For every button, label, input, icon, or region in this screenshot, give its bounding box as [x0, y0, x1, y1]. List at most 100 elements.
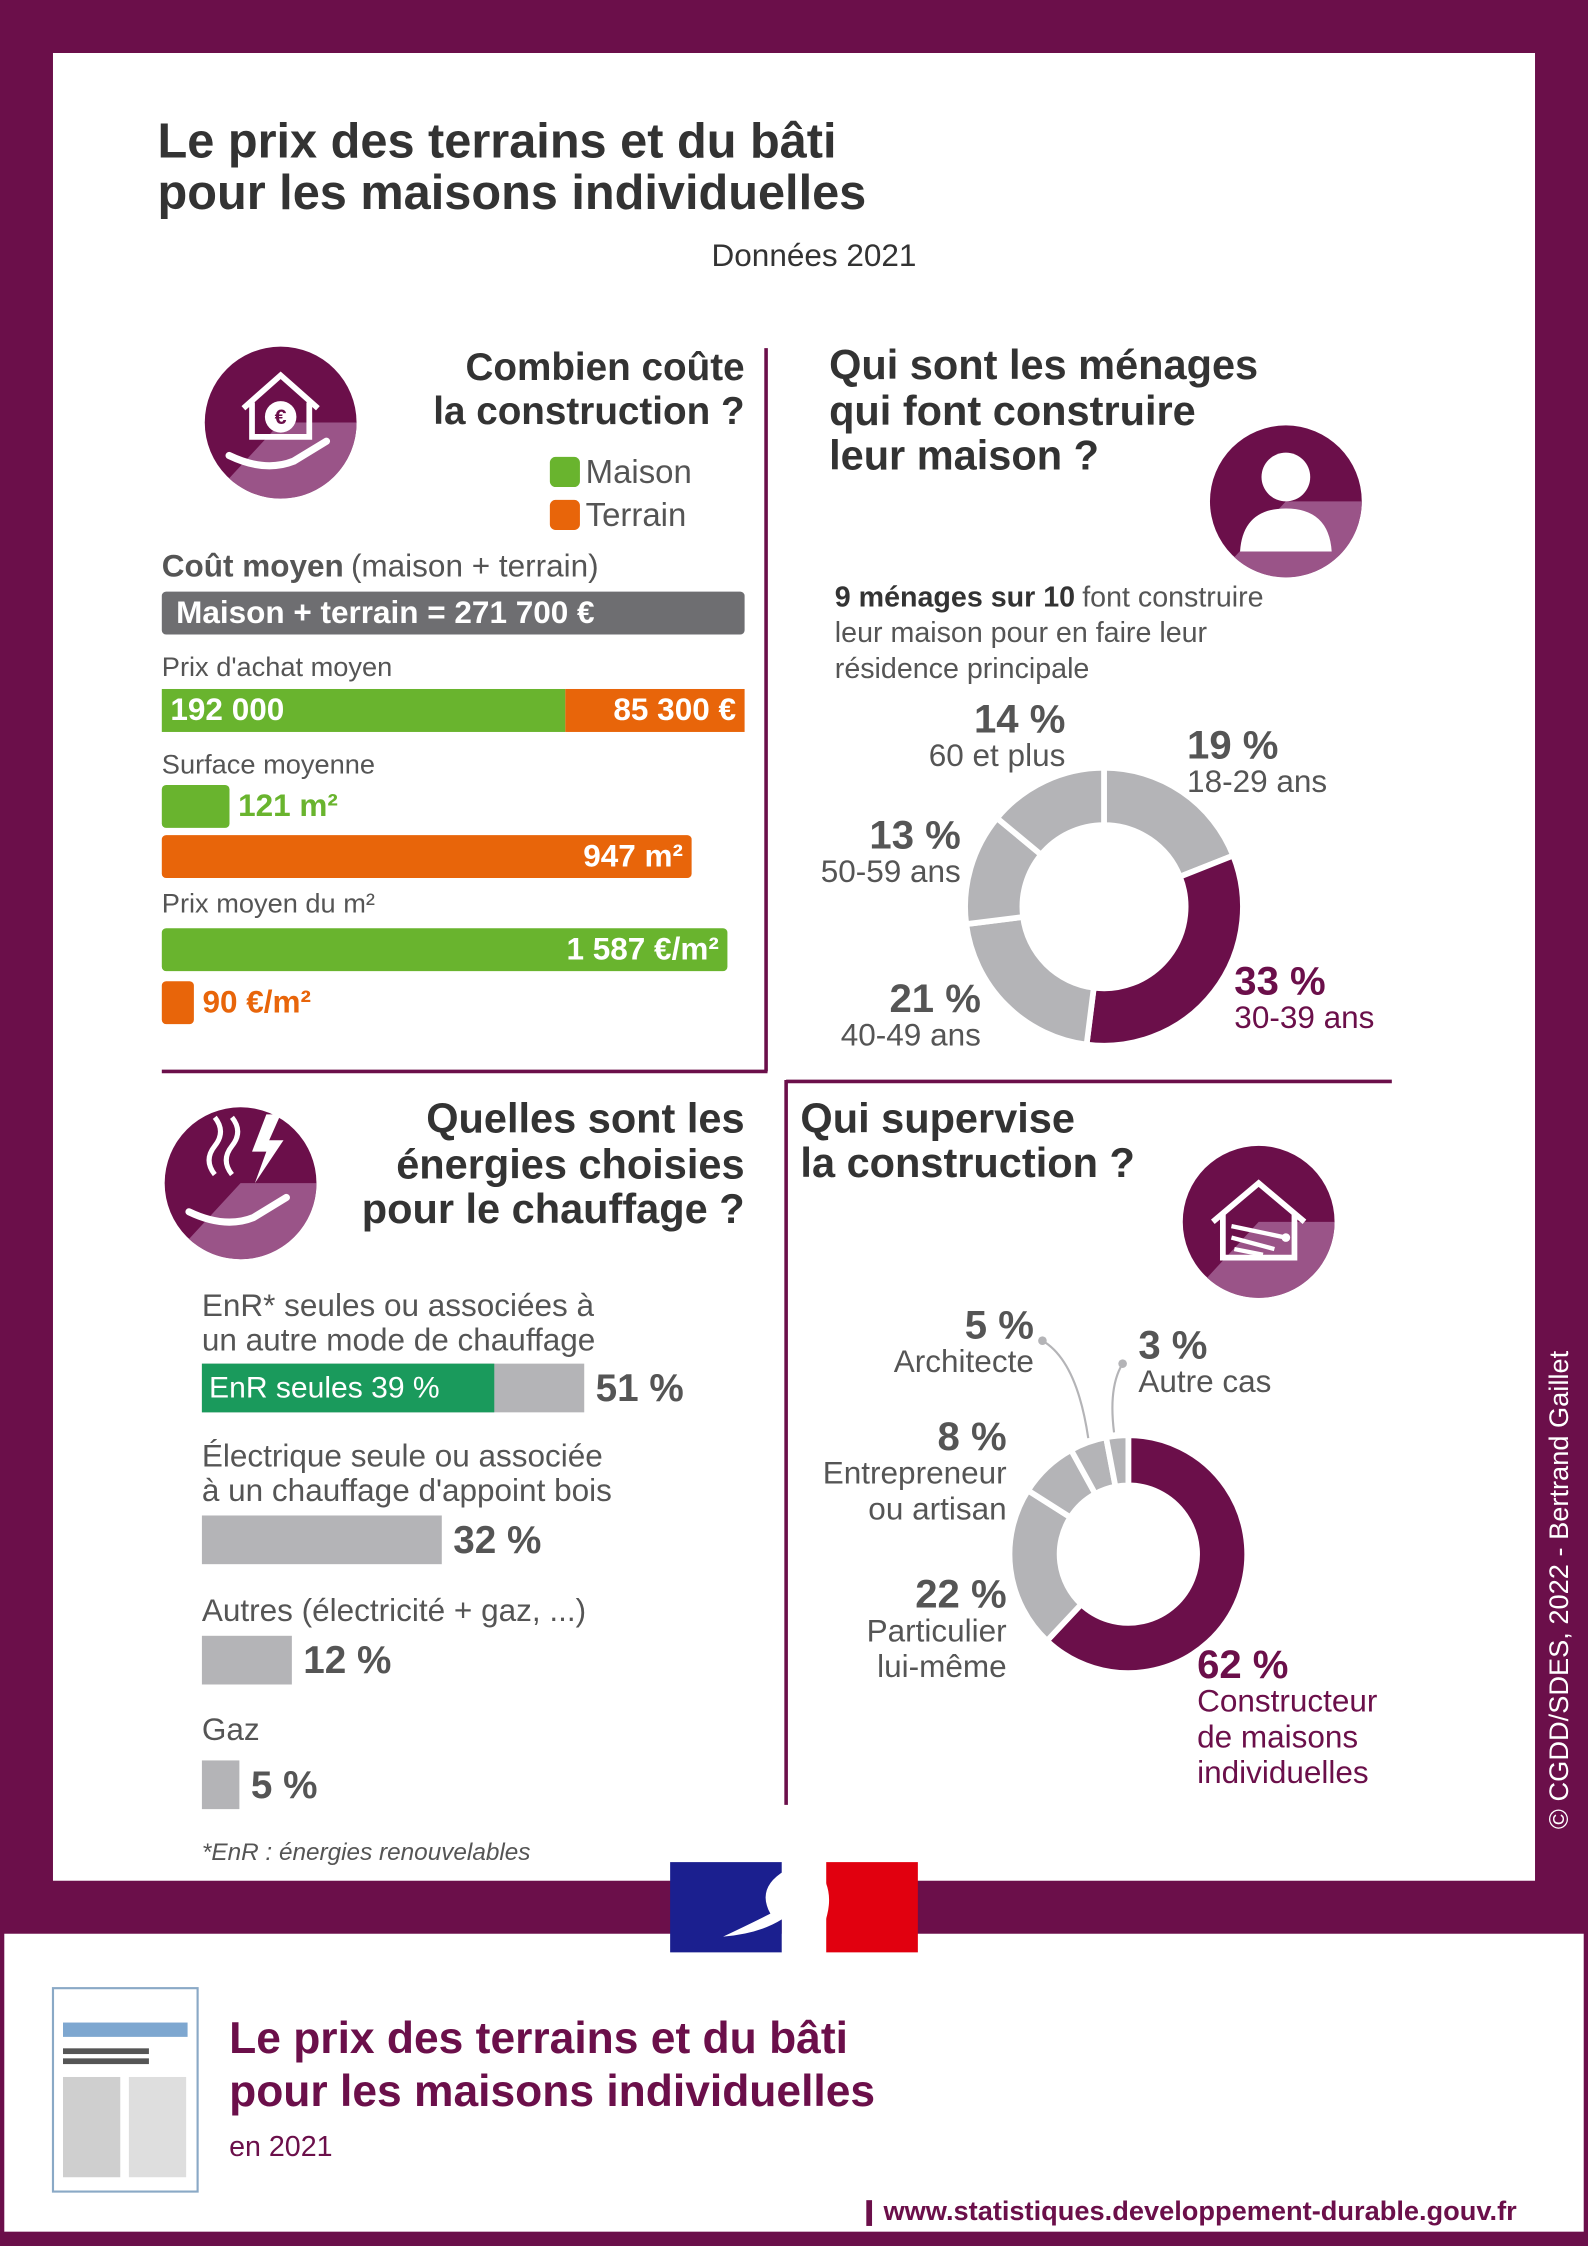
value-label: 3 % — [1138, 1323, 1207, 1367]
legend-label: Maison — [586, 453, 692, 490]
url-mark — [866, 2200, 873, 2226]
bar — [161, 928, 728, 972]
bar — [161, 784, 230, 828]
value-label: 12 % — [303, 1639, 391, 1682]
title: pour les maisons individuelles — [158, 166, 867, 220]
total-bar — [161, 591, 745, 635]
donut-slice — [1006, 1486, 1086, 1645]
note: résidence principale — [835, 653, 1090, 685]
value-label: 13 % — [869, 814, 960, 858]
value-label: 33 % — [1234, 960, 1325, 1004]
total-heading: Coût moyen (maison + terrain) — [162, 548, 599, 584]
icon-house-plan — [1182, 1145, 1335, 1298]
legend-swatch — [549, 499, 580, 530]
value-label: 14 % — [974, 698, 1065, 742]
svg-text:€: € — [275, 405, 287, 429]
bar — [161, 981, 194, 1025]
category-label: Autres (électricité + gaz, ...) — [202, 1592, 586, 1628]
category-label: lui-même — [877, 1648, 1007, 1684]
category-label: individuelles — [1197, 1754, 1369, 1790]
category-label: ou artisan — [868, 1491, 1006, 1527]
category-label: Prix moyen du m² — [162, 887, 375, 918]
panel-title: leur maison ? — [829, 431, 1099, 478]
value-label: 5 % — [965, 1303, 1034, 1347]
value-label: 51 % — [596, 1367, 684, 1410]
category-label: 40-49 ans — [841, 1016, 981, 1052]
bar — [161, 688, 566, 732]
leader-line — [1041, 1339, 1090, 1439]
panel-title: Combien coûte — [465, 346, 744, 389]
value-label: 8 % — [938, 1415, 1007, 1459]
icon-person — [1209, 425, 1362, 578]
report-thumbnail — [51, 1987, 199, 2193]
category-label: Électrique seule ou associée — [202, 1438, 603, 1474]
category-label: un autre mode de chauffage — [202, 1321, 595, 1357]
total-note: (maison + terrain) — [351, 548, 599, 584]
value-label: 5 % — [251, 1764, 318, 1807]
footer-title: Le prix des terrains et du bâti — [229, 2014, 848, 2063]
category-label: 60 et plus — [929, 737, 1066, 773]
legend-swatch — [549, 456, 580, 488]
footnote: *EnR : énergies renouvelables — [202, 1839, 531, 1866]
value-label: 90 €/m² — [202, 983, 311, 1019]
value-label: 62 % — [1197, 1643, 1288, 1687]
value-label: 192 000 — [170, 691, 284, 727]
credit: © CGDD/SDES, 2022 - Bertrand Gaillet — [1543, 1350, 1574, 1829]
bar — [201, 1635, 292, 1685]
legend-label: Terrain — [586, 496, 687, 533]
value-label: 1 587 €/m² — [566, 930, 718, 966]
note: 9 ménages sur 10 font construire — [835, 581, 1264, 613]
category-label: Constructeur — [1197, 1682, 1377, 1718]
footer-subtitle: en 2021 — [229, 2131, 332, 2163]
bar — [565, 688, 745, 732]
category-label: Autre cas — [1138, 1363, 1271, 1399]
value-label: 85 300 € — [613, 691, 736, 727]
note: leur maison pour en faire leur — [835, 617, 1208, 649]
leader-dot — [1118, 1359, 1127, 1368]
category-label: 18-29 ans — [1187, 763, 1327, 799]
category-label: Architecte — [894, 1343, 1034, 1379]
panel-title: pour le chauffage ? — [362, 1185, 745, 1232]
panel-title: énergies choisies — [396, 1140, 744, 1187]
category-label: Surface moyenne — [162, 749, 375, 780]
category-label: Prix d'achat moyen — [162, 651, 392, 682]
icon-heat-hand — [164, 1107, 317, 1260]
category-label: Particulier — [867, 1612, 1007, 1648]
panel-title: la construction ? — [800, 1139, 1134, 1186]
leader-line — [1111, 1363, 1124, 1433]
value-label: 21 % — [889, 977, 980, 1021]
value-label: 22 % — [915, 1573, 1006, 1617]
footer-url: www.statistiques.developpement-durable.g… — [882, 2195, 1517, 2226]
note-text: font construire — [1082, 581, 1263, 613]
footer-title: pour les maisons individuelles — [229, 2067, 875, 2116]
panel-title: Qui supervise — [800, 1095, 1075, 1142]
subtitle: Données 2021 — [712, 237, 917, 273]
bar-detail — [201, 1363, 495, 1413]
category-label: 50-59 ans — [821, 853, 961, 889]
donut-slice — [992, 764, 1107, 859]
value-label: 121 m² — [238, 787, 338, 823]
logo — [670, 1862, 918, 1953]
value-label: 947 m² — [583, 837, 683, 873]
total-value-label: Maison + terrain = 271 700 € — [176, 594, 594, 630]
bar — [201, 1515, 442, 1565]
icon-money-house: € — [204, 346, 357, 499]
panel-title: qui font construire — [829, 387, 1196, 434]
category-label: Entrepreneur — [823, 1455, 1007, 1491]
category-label: Gaz — [202, 1711, 260, 1747]
footer-panel — [4, 1933, 1584, 2232]
category-label: de maisons — [1197, 1718, 1358, 1754]
donut-slice — [1102, 1432, 1132, 1490]
bar — [201, 1760, 240, 1810]
panel-title: la construction ? — [433, 390, 744, 433]
value-label: 19 % — [1187, 723, 1278, 767]
panel-title: Quelles sont les — [426, 1095, 744, 1142]
category-label: à un chauffage d'appoint bois — [202, 1472, 612, 1508]
donut-slice — [1083, 851, 1246, 1049]
category-label: 30-39 ans — [1234, 999, 1374, 1035]
value-label: 32 % — [453, 1519, 541, 1562]
bar — [161, 835, 692, 879]
donut-slice — [1042, 1432, 1251, 1676]
panel-title: Qui sont les ménages — [829, 341, 1258, 388]
